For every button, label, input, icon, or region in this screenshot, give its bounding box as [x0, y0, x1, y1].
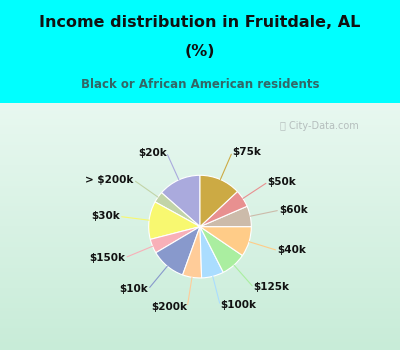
Text: $20k: $20k [138, 148, 167, 158]
Wedge shape [200, 227, 223, 278]
Text: $125k: $125k [254, 282, 290, 292]
Text: Income distribution in Fruitdale, AL: Income distribution in Fruitdale, AL [39, 15, 361, 30]
Text: $50k: $50k [268, 177, 296, 187]
Text: (%): (%) [185, 44, 215, 59]
Text: $100k: $100k [220, 300, 256, 310]
Text: $10k: $10k [120, 284, 148, 294]
Wedge shape [200, 227, 242, 272]
Text: $75k: $75k [232, 147, 261, 158]
Wedge shape [149, 202, 200, 239]
Wedge shape [150, 227, 200, 253]
Wedge shape [200, 191, 247, 227]
Wedge shape [200, 206, 251, 227]
Wedge shape [162, 175, 200, 227]
Text: $40k: $40k [277, 245, 306, 256]
Wedge shape [183, 227, 202, 278]
Text: $60k: $60k [279, 205, 308, 215]
Wedge shape [200, 175, 238, 227]
Wedge shape [200, 226, 251, 256]
Wedge shape [155, 193, 200, 227]
Text: Black or African American residents: Black or African American residents [81, 78, 319, 91]
Text: $200k: $200k [151, 302, 187, 312]
Wedge shape [156, 227, 200, 275]
Text: > $200k: > $200k [86, 175, 134, 185]
Text: $150k: $150k [89, 253, 125, 262]
Text: ⓘ City-Data.com: ⓘ City-Data.com [280, 120, 359, 131]
Text: $30k: $30k [91, 211, 120, 222]
